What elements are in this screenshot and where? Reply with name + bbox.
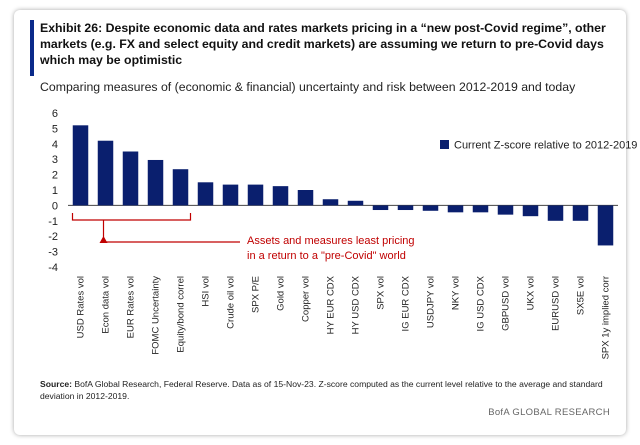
bar (147, 159, 164, 206)
bar (272, 186, 289, 206)
bar (597, 205, 614, 246)
bar (397, 205, 414, 211)
x-tick-label: FOMC Uncertainty (151, 276, 162, 355)
bar (522, 205, 539, 217)
exhibit-subtitle: Comparing measures of (economic & financ… (40, 80, 576, 94)
y-tick-label: -2 (48, 231, 58, 243)
exhibit-title: Exhibit 26: Despite economic data and ra… (40, 21, 606, 67)
bar (122, 151, 139, 206)
exhibit-frame (14, 10, 626, 435)
legend: Current Z-score relative to 2012-2019 (440, 140, 637, 152)
y-tick-label: 0 (52, 200, 58, 212)
x-tick-label: SPX vol (376, 276, 387, 310)
x-tick-label: Gold vol (276, 276, 287, 311)
x-tick-label: Econ data vol (101, 276, 112, 334)
bar (497, 205, 514, 215)
y-tick-label: 4 (52, 139, 58, 151)
bar (447, 205, 464, 213)
x-tick-label: IG USD CDX (476, 275, 487, 331)
x-tick-label: GBPUSD vol (501, 276, 512, 331)
x-tick-label: HY USD CDX (351, 275, 362, 334)
x-tick-label: Copper vol (301, 276, 312, 322)
bar (197, 182, 214, 206)
x-tick-label: SPX 1y implied corr (601, 276, 612, 359)
y-tick-label: 6 (52, 108, 58, 120)
y-tick-label: 5 (52, 123, 58, 135)
source-note: Source: BofA Global Research, Federal Re… (40, 378, 610, 402)
y-tick-label: -4 (48, 262, 58, 274)
legend-swatch (440, 140, 449, 149)
bar (72, 125, 89, 206)
x-tick-label: USD Rates vol (76, 276, 87, 338)
y-tick-label: 3 (52, 154, 58, 166)
bar (372, 205, 389, 211)
bar (547, 205, 564, 221)
source-label: Source: (40, 379, 72, 389)
bar (97, 140, 114, 206)
x-tick-label: NKY vol (451, 276, 462, 310)
x-tick-label: EUR Rates vol (126, 276, 137, 338)
x-tick-label: Crude oil vol (226, 276, 237, 329)
annotation-arrowhead (99, 236, 108, 243)
annotation: Assets and measures least pricing in a re… (71, 213, 415, 262)
brand-footer: BofA GLOBAL RESEARCH (488, 407, 610, 418)
y-tick-label: 2 (52, 170, 58, 182)
bar (297, 190, 314, 206)
legend-label: Current Z-score relative to 2012-2019 (454, 140, 637, 152)
bar (347, 200, 364, 206)
y-tick-label: 1 (52, 185, 58, 197)
x-tick-label: HY EUR CDX (326, 275, 337, 334)
annotation-line-2: in a return to a "pre-Covid" world (247, 250, 406, 262)
bar (572, 205, 589, 221)
x-tick-label: SX5E vol (576, 276, 587, 315)
bar (222, 184, 239, 206)
x-tick-label: USDJPY vol (426, 276, 437, 328)
bars (72, 125, 614, 246)
x-tick-label: IG EUR CDX (401, 275, 412, 331)
x-tick-label: UKX vol (526, 276, 537, 310)
y-tick-label: -3 (48, 247, 58, 259)
annotation-bracket (71, 213, 192, 221)
source-text: BofA Global Research, Federal Reserve. D… (40, 379, 603, 401)
bar (247, 184, 264, 206)
bar (422, 205, 439, 211)
annotation-line-1: Assets and measures least pricing (247, 235, 415, 247)
x-tick-label: EURUSD vol (551, 276, 562, 331)
bar (172, 169, 189, 206)
title-accent-bar (30, 20, 34, 76)
x-tick-label: Equity/bond correl (176, 276, 187, 353)
x-axis-labels: USD Rates vol Econ data vol EUR Rates vol F… (76, 275, 612, 359)
x-tick-label: HSI vol (201, 276, 212, 307)
bar (322, 199, 339, 206)
y-tick-label: -1 (48, 216, 58, 228)
bar (472, 205, 489, 213)
x-tick-label: SPX P/E (251, 276, 262, 313)
